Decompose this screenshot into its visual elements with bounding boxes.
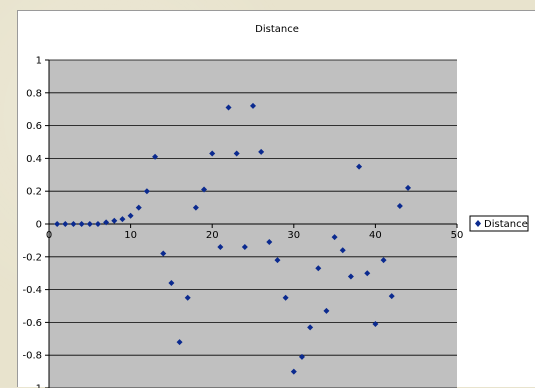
legend-label: Distance bbox=[484, 219, 528, 230]
x-tick-label-5: 50 bbox=[451, 230, 464, 241]
y-tick-label-2: -0.6 bbox=[22, 318, 42, 329]
x-tick-label-4: 40 bbox=[369, 230, 382, 241]
x-tick-label-2: 20 bbox=[206, 230, 219, 241]
x-tick-label-1: 10 bbox=[124, 230, 137, 241]
chart-title: Distance bbox=[255, 24, 299, 35]
y-tick-label-7: 0.4 bbox=[26, 154, 42, 165]
distance-chart: Distance -1 -0.8 -0.6 -0.4 -0.2 0 0.2 0.4 0.6 0.8… bbox=[18, 11, 535, 388]
chart-frame: Distance -1 -0.8 -0.6 -0.4 -0.2 0 0.2 0.4 0.6 0.8… bbox=[17, 10, 535, 387]
y-tick-label-9: 0.8 bbox=[26, 88, 42, 99]
x-tick-label-0: 0 bbox=[46, 230, 52, 241]
legend: Distance bbox=[470, 216, 528, 231]
y-tick-label-8: 0.6 bbox=[26, 121, 42, 132]
y-tick-label-4: -0.2 bbox=[22, 252, 42, 263]
y-tick-label-10: 1 bbox=[36, 56, 42, 67]
y-tick-label-1: -0.8 bbox=[22, 351, 42, 362]
y-tick-label-6: 0.2 bbox=[26, 187, 42, 198]
x-tick-label-3: 30 bbox=[287, 230, 300, 241]
y-tick-label-0: -1 bbox=[32, 384, 42, 388]
y-tick-label-3: -0.4 bbox=[22, 285, 42, 296]
y-tick-label-5: 0 bbox=[36, 220, 42, 231]
